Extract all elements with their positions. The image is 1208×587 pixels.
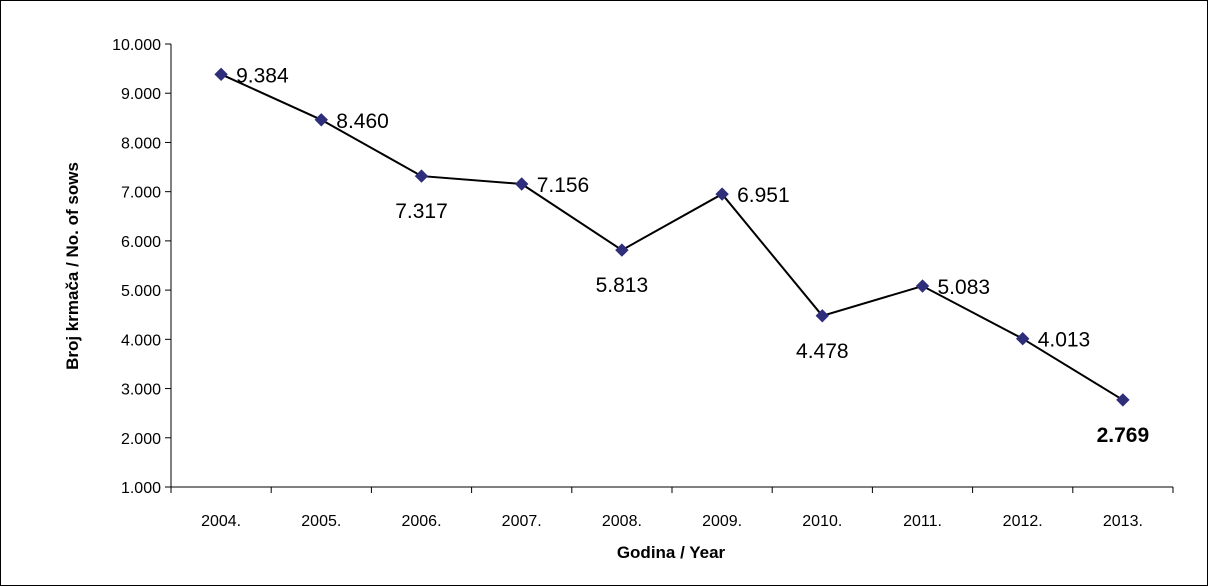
data-label: 2.769	[1097, 424, 1150, 447]
x-tick-label: 2005.	[301, 513, 341, 530]
data-labels: 9.384 8.460 7.317 7.156 5.813 6.951 4.478 5.083…	[236, 64, 1149, 447]
data-point	[514, 177, 529, 191]
data-point	[1116, 393, 1130, 407]
x-tick-label: 2006.	[401, 513, 441, 530]
data-point	[615, 243, 629, 257]
y-tick-label: 6.000	[121, 234, 161, 251]
data-label: 9.384	[236, 64, 289, 87]
y-tick-label: 10.000	[112, 37, 161, 54]
x-tick-label: 2009.	[702, 513, 742, 530]
y-tick-label: 4.000	[121, 332, 161, 349]
series-markers	[214, 67, 1130, 407]
data-label: 4.478	[796, 340, 849, 363]
x-axis-title: Godina / Year	[617, 543, 726, 562]
y-axis-title: Broj krmača / No. of sows	[63, 162, 82, 370]
data-point	[414, 169, 429, 183]
data-label: 4.013	[1038, 329, 1091, 352]
y-tick-label: 9.000	[121, 86, 161, 103]
x-tick-label: 2013.	[1103, 513, 1143, 530]
data-point	[214, 67, 228, 82]
y-tick-label: 1.000	[121, 480, 161, 497]
x-tick-label: 2004.	[201, 513, 241, 530]
y-tick-label: 5.000	[121, 283, 161, 300]
data-label: 7.317	[395, 200, 448, 223]
data-label: 6.951	[737, 184, 790, 207]
data-label: 5.813	[596, 274, 649, 297]
axes	[170, 44, 1173, 488]
data-point	[715, 187, 729, 201]
series-line	[220, 73, 1124, 401]
y-tick-label: 3.000	[121, 382, 161, 399]
data-label: 7.156	[537, 174, 590, 197]
x-tick-label: 2010.	[802, 513, 842, 530]
series-line-layer	[220, 73, 1124, 401]
x-tick-label: 2011.	[903, 513, 942, 530]
data-point	[915, 279, 930, 293]
x-tick-label: 2008.	[602, 513, 642, 530]
data-point	[1015, 331, 1030, 346]
data-label: 8.460	[336, 110, 389, 133]
y-tick-label: 7.000	[121, 185, 161, 202]
data-point	[314, 113, 329, 127]
data-point	[815, 309, 830, 323]
data-label: 5.083	[938, 276, 991, 299]
x-tick-label: 2012.	[1003, 513, 1043, 530]
x-tick-label: 2007.	[502, 513, 542, 530]
y-tick-label: 8.000	[121, 135, 161, 152]
ticks: 1.000 2.000 3.000 4.000 5.000 6.000 7.000 8.000…	[112, 37, 1174, 530]
y-tick-label: 2.000	[121, 431, 161, 448]
